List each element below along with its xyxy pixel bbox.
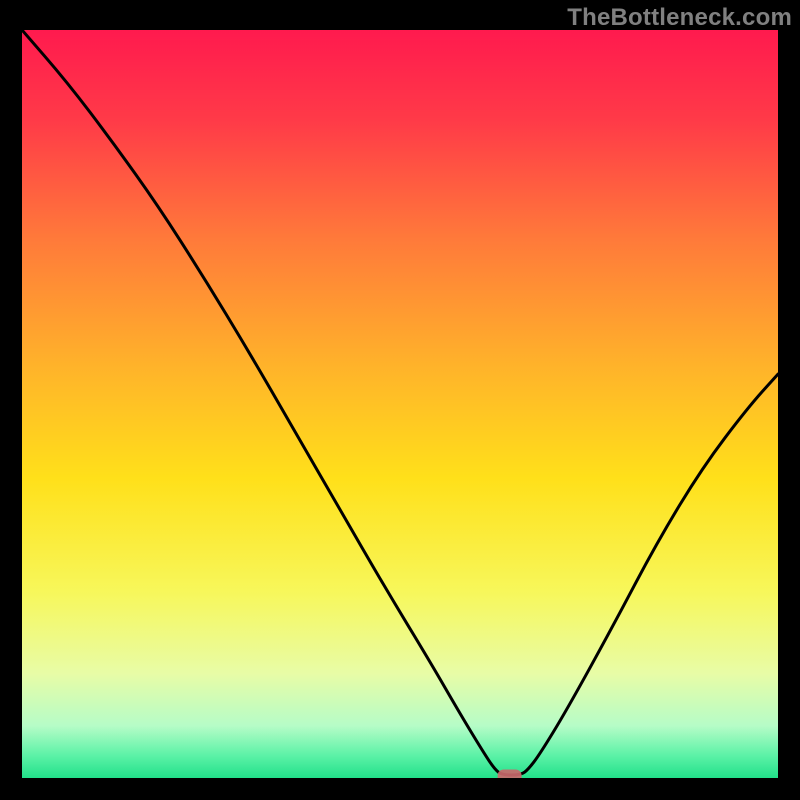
chart-frame: TheBottleneck.com (0, 0, 800, 800)
watermark-text: TheBottleneck.com (567, 4, 792, 32)
gradient-background (22, 30, 778, 778)
minimum-marker (498, 770, 522, 778)
bottleneck-plot (22, 30, 778, 778)
